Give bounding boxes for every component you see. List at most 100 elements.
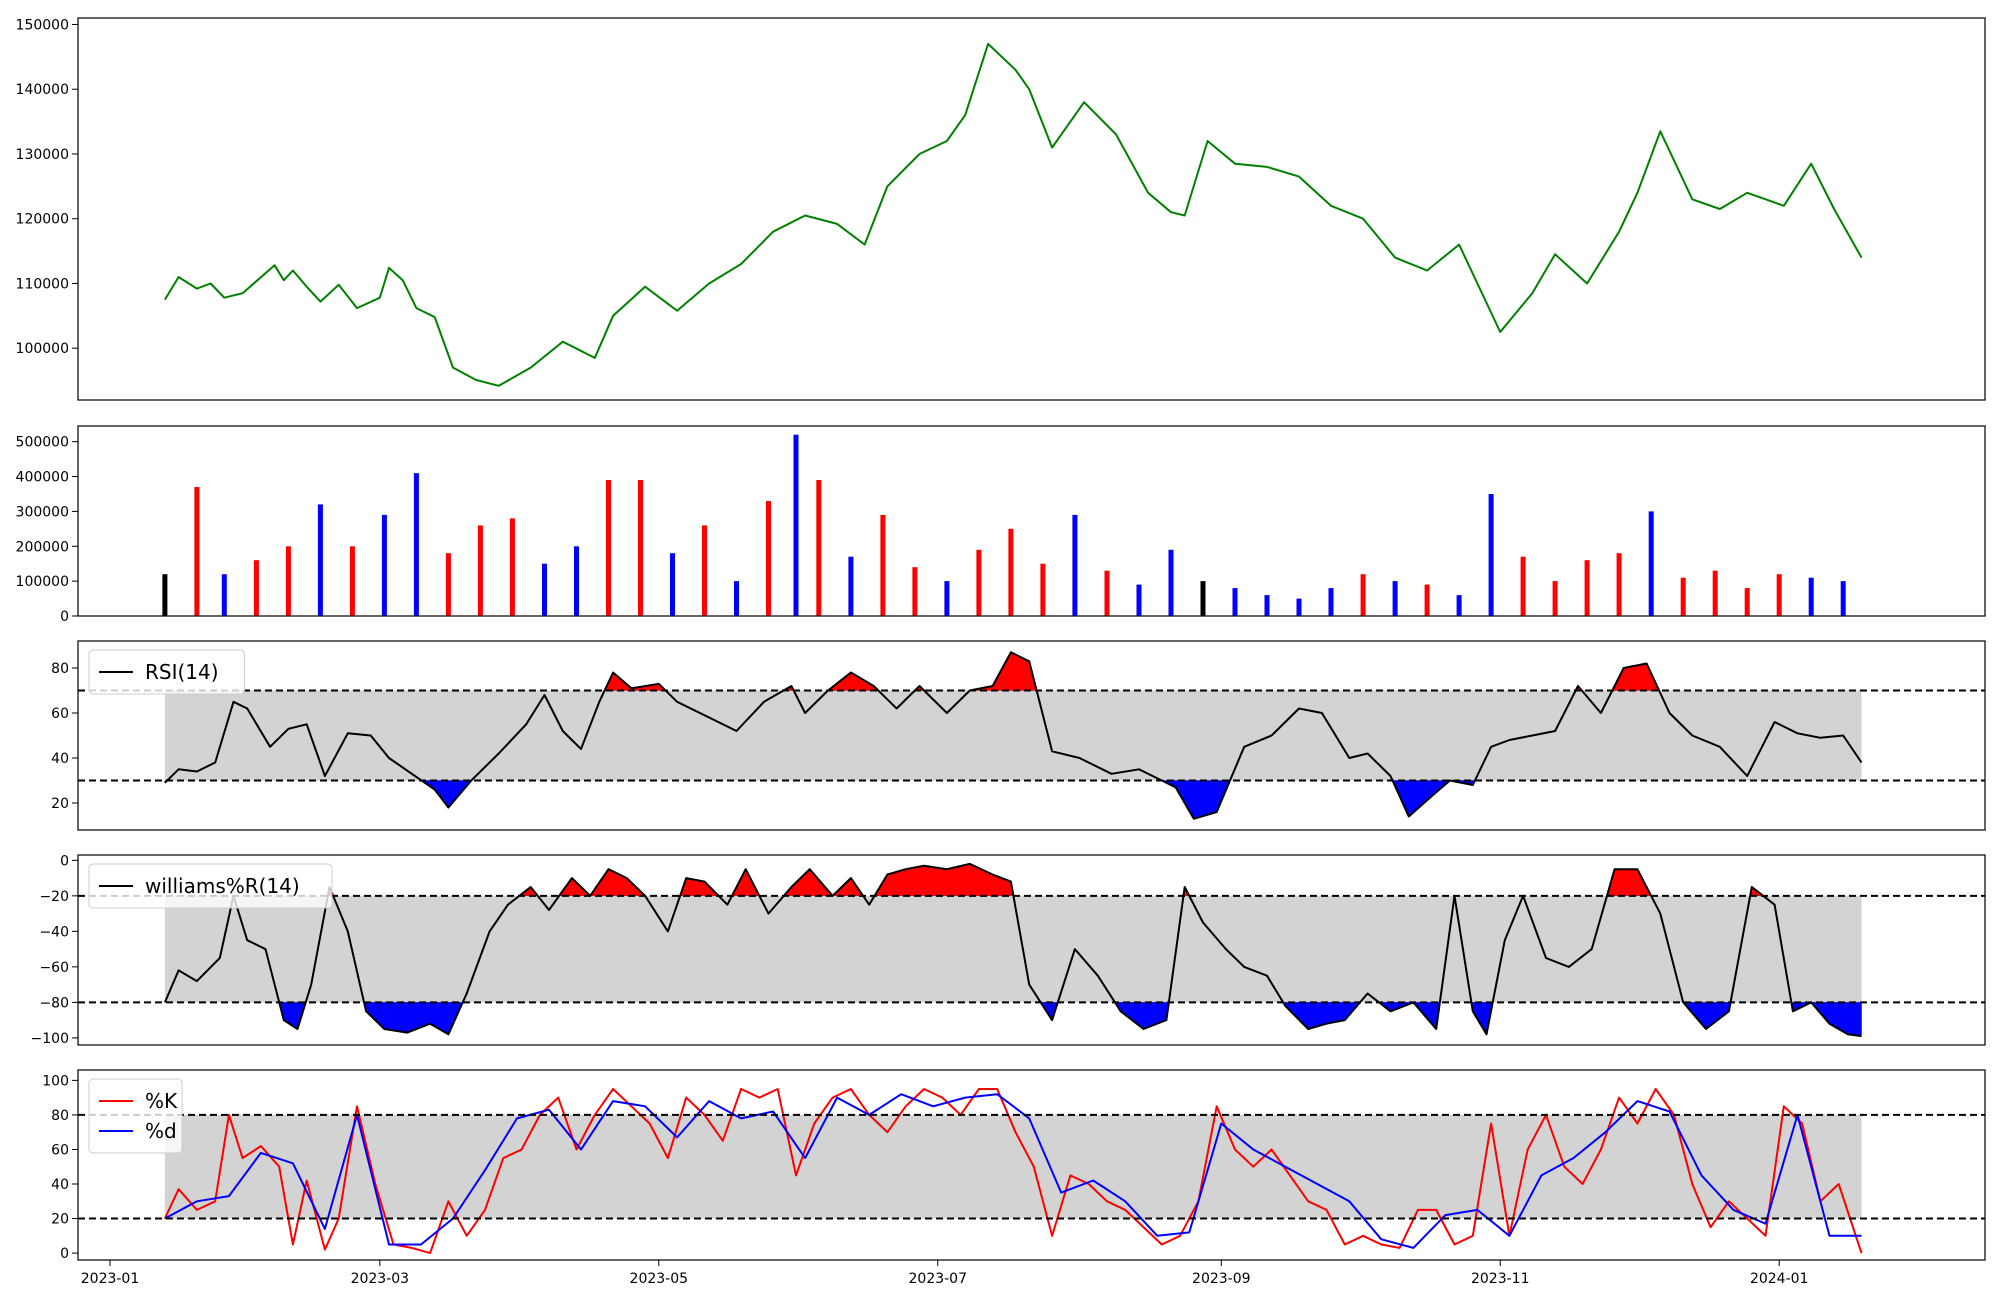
volume-bar	[445, 553, 451, 616]
volume-bar	[1328, 588, 1334, 616]
legend-label: %d	[145, 1119, 177, 1143]
axes-layer: 100000 110000 120000 130000 140000 150000 0 100…	[16, 17, 1986, 1287]
williams-overbought-fill	[1614, 868, 1638, 897]
stochastic-line-k	[163, 1088, 1863, 1255]
volume-bar	[1040, 563, 1046, 616]
volume-frame	[77, 425, 1986, 617]
volume-bar	[253, 560, 259, 616]
volume-bar	[1104, 570, 1110, 616]
volume-bar	[1168, 549, 1174, 616]
volume-bar	[702, 525, 707, 616]
volume-bar	[317, 504, 323, 616]
volume-bar	[816, 480, 822, 616]
ytick-label: 100000	[16, 341, 69, 357]
xtick-label: 2023-01	[81, 1271, 140, 1287]
volume-bar	[734, 581, 739, 616]
williams-overbought-fill	[905, 865, 925, 897]
volume-bar	[477, 525, 483, 616]
rsi-legend-box	[88, 649, 245, 695]
volume-bar	[1488, 494, 1494, 616]
volume-bar	[542, 563, 547, 616]
ytick-label: 300000	[16, 504, 69, 520]
xtick-label: 2024-01	[1750, 1271, 1809, 1287]
volume-bar	[1808, 577, 1814, 616]
volume-bar	[1776, 574, 1782, 616]
volume-bar	[349, 546, 355, 616]
ytick-label: 40	[51, 751, 69, 767]
xtick-label: 2023-11	[1471, 1271, 1530, 1287]
mark-layer	[162, 42, 1863, 1255]
rsi-neutral-band	[164, 690, 1862, 781]
ytick-label: −20	[39, 889, 69, 905]
ytick-label: 60	[51, 706, 69, 722]
volume-bar	[1648, 511, 1654, 616]
volume-bar	[944, 581, 950, 616]
volume-bar	[194, 487, 200, 616]
xtick-label: 2023-09	[1192, 1271, 1251, 1287]
volume-bar	[413, 473, 419, 616]
volume-bar	[381, 514, 387, 616]
volume-bar	[1456, 595, 1462, 616]
volume-bar	[162, 574, 168, 616]
band-layer	[164, 690, 1862, 1219]
legend-label: williams%R(14)	[145, 874, 300, 898]
xtick-label: 2023-03	[351, 1271, 410, 1287]
volume-bar	[1392, 581, 1398, 616]
volume-bar	[880, 514, 886, 616]
volume-bar	[793, 434, 799, 616]
volume-bar	[976, 549, 982, 616]
ytick-label: 60	[51, 1142, 69, 1158]
ytick-label: 140000	[16, 82, 69, 98]
volume-bar	[1584, 560, 1590, 616]
volume-bar	[766, 501, 771, 616]
williams-legend-box	[88, 863, 333, 909]
williams-line	[163, 862, 1862, 1038]
volume-bar	[638, 480, 643, 616]
volume-bar	[848, 556, 854, 616]
volume-bar	[1744, 588, 1750, 616]
ytick-label: 120000	[16, 212, 69, 228]
price-frame	[77, 17, 1986, 401]
volume-bar	[1520, 556, 1526, 616]
ytick-label: −60	[39, 960, 69, 976]
volume-bar	[1296, 598, 1302, 616]
rsi-frame	[77, 640, 1986, 831]
volume-bar	[1232, 588, 1238, 616]
volume-bar	[1680, 577, 1686, 616]
williams-neutral-band	[164, 895, 1862, 1003]
legend-label: %K	[145, 1089, 178, 1113]
williams-overbought-fill	[923, 865, 948, 897]
ytick-label: 400000	[16, 470, 69, 486]
ytick-label: 500000	[16, 435, 69, 451]
volume-bar	[285, 546, 291, 616]
ytick-label: 110000	[16, 276, 69, 292]
stochastic-frame	[77, 1069, 1986, 1261]
stochastic-line-d	[164, 1093, 1862, 1249]
price-line	[164, 42, 1863, 387]
ytick-label: −40	[39, 924, 69, 940]
ytick-label: 150000	[16, 17, 69, 33]
volume-bar	[606, 480, 611, 616]
stochastic-legend-box	[88, 1078, 183, 1154]
ytick-label: 130000	[16, 147, 69, 163]
ytick-label: 80	[51, 1108, 69, 1124]
ytick-label: 20	[51, 796, 69, 812]
volume-bar	[1072, 514, 1078, 616]
volume-bar	[1200, 581, 1206, 616]
volume-bar	[1552, 581, 1558, 616]
ytick-label: 40	[51, 1177, 69, 1193]
xtick-label: 2023-05	[630, 1271, 689, 1287]
ytick-label: −100	[31, 1031, 69, 1047]
volume-bar	[670, 553, 675, 616]
ytick-label: 0	[60, 1246, 69, 1262]
ytick-label: 80	[51, 661, 69, 677]
volume-bar	[1264, 595, 1270, 616]
volume-bar	[912, 567, 918, 616]
ytick-label: 100	[42, 1073, 69, 1089]
volume-bar	[1424, 584, 1430, 616]
ytick-label: 0	[60, 609, 69, 625]
reference-line-layer	[78, 689, 1985, 1220]
williams-oversold-fill	[1847, 1002, 1862, 1037]
